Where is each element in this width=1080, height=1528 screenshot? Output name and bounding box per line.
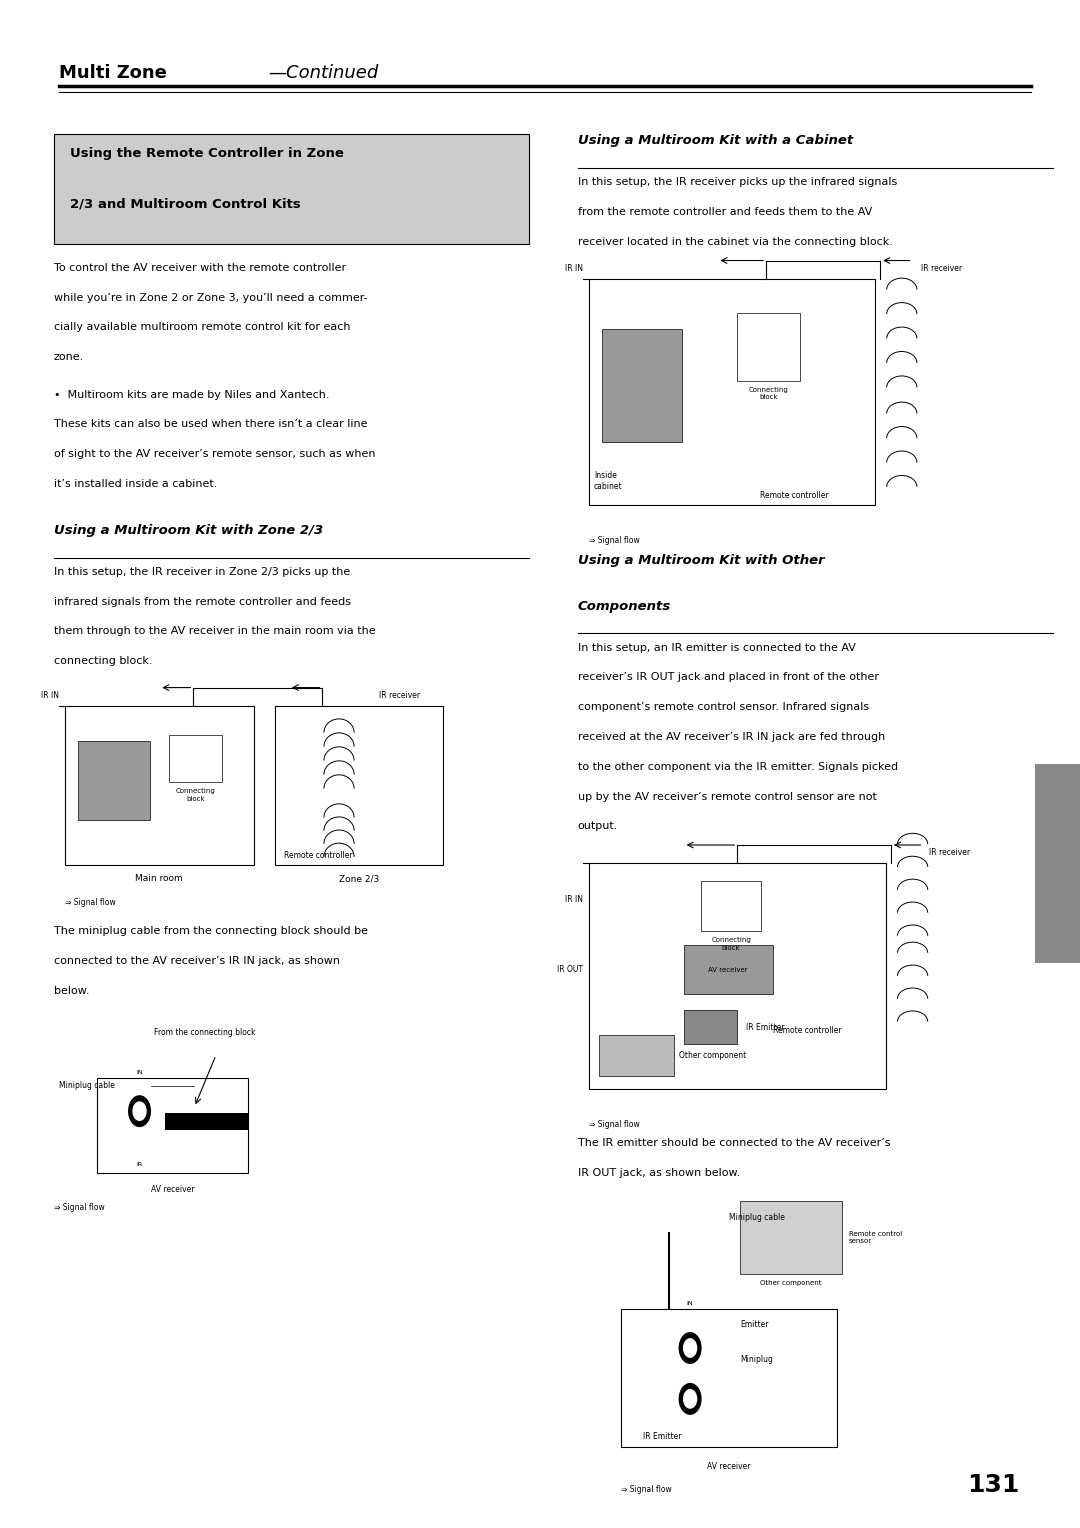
Text: Remote controller: Remote controller xyxy=(760,492,829,500)
Text: zone.: zone. xyxy=(54,351,84,362)
Text: •  Multiroom kits are made by Niles and Xantech.: • Multiroom kits are made by Niles and X… xyxy=(54,390,329,400)
Text: receiver located in the cabinet via the connecting block.: receiver located in the cabinet via the … xyxy=(578,237,893,248)
Text: From the connecting block: From the connecting block xyxy=(154,1027,256,1036)
Text: In this setup, the IR receiver picks up the infrared signals: In this setup, the IR receiver picks up … xyxy=(578,177,897,188)
Text: In this setup, the IR receiver in Zone 2/3 picks up the: In this setup, the IR receiver in Zone 2… xyxy=(54,567,350,578)
Text: The IR emitter should be connected to the AV receiver’s: The IR emitter should be connected to th… xyxy=(578,1138,890,1149)
Text: ⇒ Signal flow: ⇒ Signal flow xyxy=(589,1120,639,1129)
Bar xyxy=(740,1201,842,1274)
Text: 2/3 and Multiroom Control Kits: 2/3 and Multiroom Control Kits xyxy=(70,197,301,211)
Text: cially available multiroom remote control kit for each: cially available multiroom remote contro… xyxy=(54,322,351,333)
Text: Remote controller: Remote controller xyxy=(773,1027,841,1034)
Text: connecting block.: connecting block. xyxy=(54,656,152,666)
Text: These kits can also be used when there isn’t a clear line: These kits can also be used when there i… xyxy=(54,419,367,429)
Text: IR IN: IR IN xyxy=(565,264,583,272)
Text: The miniplug cable from the connecting block should be: The miniplug cable from the connecting b… xyxy=(54,926,368,937)
Bar xyxy=(165,1112,248,1131)
Bar xyxy=(589,278,875,504)
Text: ⇒ Signal flow: ⇒ Signal flow xyxy=(65,898,116,908)
Text: To control the AV receiver with the remote controller: To control the AV receiver with the remo… xyxy=(54,263,346,274)
Text: component’s remote control sensor. Infrared signals: component’s remote control sensor. Infra… xyxy=(578,701,869,712)
Bar xyxy=(599,1034,674,1076)
Bar xyxy=(589,863,886,1089)
Bar xyxy=(65,706,254,865)
Text: infrared signals from the remote controller and feeds: infrared signals from the remote control… xyxy=(54,596,351,607)
Text: Emitter: Emitter xyxy=(740,1320,768,1329)
Bar xyxy=(168,735,221,782)
Text: Other component: Other component xyxy=(679,1051,746,1060)
Text: ⇒ Signal flow: ⇒ Signal flow xyxy=(54,1203,105,1212)
Text: AV receiver: AV receiver xyxy=(151,1184,194,1193)
Text: IR OUT jack, as shown below.: IR OUT jack, as shown below. xyxy=(578,1167,740,1178)
Text: Connecting
block: Connecting block xyxy=(712,937,751,950)
Text: AV receiver: AV receiver xyxy=(707,1462,751,1471)
Circle shape xyxy=(679,1332,701,1363)
Circle shape xyxy=(129,1096,150,1126)
Text: ⇒ Signal flow: ⇒ Signal flow xyxy=(621,1485,672,1494)
Text: of sight to the AV receiver’s remote sensor, such as when: of sight to the AV receiver’s remote sen… xyxy=(54,449,376,460)
Text: Multi Zone: Multi Zone xyxy=(59,64,167,83)
Text: to the other component via the IR emitter. Signals picked: to the other component via the IR emitte… xyxy=(578,761,897,772)
Text: In this setup, an IR emitter is connected to the AV: In this setup, an IR emitter is connecte… xyxy=(578,642,855,652)
Text: Miniplug: Miniplug xyxy=(740,1355,772,1365)
Text: 131: 131 xyxy=(968,1473,1020,1497)
Text: Remote controller: Remote controller xyxy=(284,851,352,860)
Bar xyxy=(621,1309,837,1447)
Text: Miniplug cable: Miniplug cable xyxy=(729,1213,785,1222)
Text: —Continued: —Continued xyxy=(268,64,378,83)
Text: Using a Multiroom Kit with a Cabinet: Using a Multiroom Kit with a Cabinet xyxy=(578,134,853,148)
Text: Using a Multiroom Kit with Other: Using a Multiroom Kit with Other xyxy=(578,553,824,567)
Bar xyxy=(684,944,773,995)
Text: from the remote controller and feeds them to the AV: from the remote controller and feeds the… xyxy=(578,206,872,217)
Text: received at the AV receiver’s IR IN jack are fed through: received at the AV receiver’s IR IN jack… xyxy=(578,732,885,743)
Text: IR OUT: IR OUT xyxy=(557,966,583,975)
Text: Main room: Main room xyxy=(135,874,184,883)
Text: IN: IN xyxy=(687,1302,693,1306)
Circle shape xyxy=(684,1339,697,1357)
Text: connected to the AV receiver’s IR IN jack, as shown: connected to the AV receiver’s IR IN jac… xyxy=(54,955,340,966)
Text: Miniplug cable: Miniplug cable xyxy=(59,1082,116,1089)
Text: IR IN: IR IN xyxy=(565,895,583,905)
Text: Other component: Other component xyxy=(760,1280,822,1287)
Text: Inside
cabinet: Inside cabinet xyxy=(594,471,623,492)
Text: receiver’s IR OUT jack and placed in front of the other: receiver’s IR OUT jack and placed in fro… xyxy=(578,672,879,683)
Bar xyxy=(97,1077,248,1172)
Text: up by the AV receiver’s remote control sensor are not: up by the AV receiver’s remote control s… xyxy=(578,792,877,802)
Text: while you’re in Zone 2 or Zone 3, you’ll need a commer-: while you’re in Zone 2 or Zone 3, you’ll… xyxy=(54,293,367,303)
Bar xyxy=(738,313,800,380)
Text: IR receiver: IR receiver xyxy=(929,848,970,857)
Text: Components: Components xyxy=(578,599,671,613)
Circle shape xyxy=(133,1102,146,1120)
Text: IR Emitter: IR Emitter xyxy=(745,1022,784,1031)
Bar xyxy=(702,882,761,931)
Text: Remote control
sensor: Remote control sensor xyxy=(849,1232,902,1244)
Text: Connecting
block: Connecting block xyxy=(175,788,215,802)
Text: Zone 2/3: Zone 2/3 xyxy=(339,874,379,883)
Text: IN: IN xyxy=(136,1070,143,1074)
Text: IR IN: IR IN xyxy=(41,691,59,700)
Circle shape xyxy=(684,1389,697,1407)
Text: Connecting
block: Connecting block xyxy=(750,387,788,400)
Text: IR receiver: IR receiver xyxy=(379,691,420,700)
Bar xyxy=(78,741,149,821)
Text: AV receiver: AV receiver xyxy=(708,967,748,973)
Text: Using the Remote Controller in Zone: Using the Remote Controller in Zone xyxy=(70,147,345,160)
FancyBboxPatch shape xyxy=(54,134,529,244)
Text: them through to the AV receiver in the main room via the: them through to the AV receiver in the m… xyxy=(54,626,376,637)
Bar xyxy=(602,329,681,442)
Text: IR: IR xyxy=(136,1161,143,1166)
Bar xyxy=(275,706,443,865)
Circle shape xyxy=(679,1383,701,1413)
Text: IR receiver: IR receiver xyxy=(921,264,962,272)
Text: output.: output. xyxy=(578,821,618,831)
Text: ⇒ Signal flow: ⇒ Signal flow xyxy=(589,535,639,544)
Bar xyxy=(1035,764,1080,963)
Text: it’s installed inside a cabinet.: it’s installed inside a cabinet. xyxy=(54,478,217,489)
Text: below.: below. xyxy=(54,986,90,996)
Bar xyxy=(684,1010,737,1044)
Text: Using a Multiroom Kit with Zone 2/3: Using a Multiroom Kit with Zone 2/3 xyxy=(54,524,323,538)
Text: IR Emitter: IR Emitter xyxy=(643,1432,681,1441)
